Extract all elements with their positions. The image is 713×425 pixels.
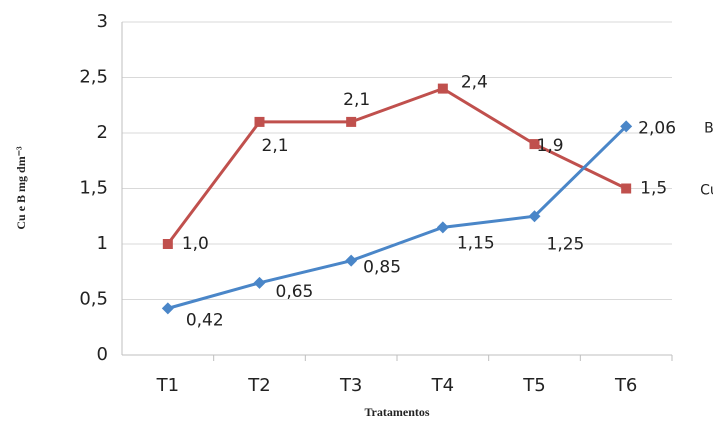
value-label: 1,0 [182,234,209,254]
marker [528,210,541,223]
marker [436,221,449,234]
value-label: 1,15 [457,233,495,253]
x-tick-label: T3 [339,375,362,396]
series-line [167,125,628,310]
value-label: 2,1 [343,90,370,110]
y-tick-label: 2,5 [79,67,108,88]
value-label: 1,9 [537,136,564,156]
value-label: 0,42 [186,310,224,330]
marker [162,239,173,249]
marker [346,116,357,127]
value-label: 2,4 [461,73,488,93]
series-name: B [704,120,713,136]
series-name: Cu [700,183,713,199]
x-tick-label: T1 [156,375,179,396]
value-label: 0,65 [276,282,314,302]
x-tick-label: T2 [247,375,270,396]
marker [529,139,540,150]
y-tick-label: 1 [97,233,108,254]
marker [345,254,358,267]
x-axis-title: Tratamentos [364,405,429,419]
value-label: 0,85 [363,258,401,278]
value-label: 2,1 [262,136,289,156]
value-label: 1,25 [547,234,585,254]
marker [620,120,633,133]
y-tick-label: 3 [97,11,108,32]
marker [254,116,265,127]
marker [161,302,174,315]
x-tick-label: T4 [431,375,454,396]
value-label: 1,5 [640,179,667,199]
x-tick-label: T5 [522,375,545,396]
x-tick-label: T6 [614,375,637,396]
y-tick-label: 1,5 [79,178,108,199]
marker [437,83,448,94]
value-label: 2,06 [638,118,676,138]
y-axis-title: Cu e B mg dm⁻³ [14,146,28,230]
marker [621,183,632,194]
series-line [166,86,627,245]
marker [253,276,266,289]
y-tick-label: 0,5 [79,289,108,310]
y-tick-label: 2 [97,122,108,143]
y-tick-label: 0 [97,344,108,365]
